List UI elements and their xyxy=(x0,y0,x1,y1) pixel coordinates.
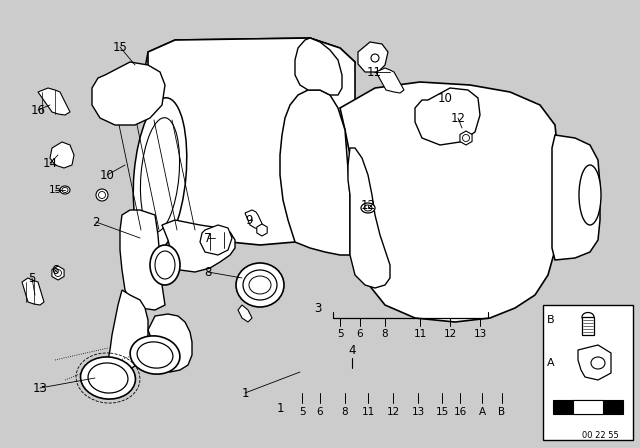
Polygon shape xyxy=(52,266,64,280)
Circle shape xyxy=(99,191,106,198)
Text: 15: 15 xyxy=(113,40,127,53)
Text: 10: 10 xyxy=(100,168,115,181)
Text: 6: 6 xyxy=(51,263,59,276)
Polygon shape xyxy=(376,68,404,93)
Text: 5: 5 xyxy=(337,329,343,339)
Text: 4: 4 xyxy=(348,344,356,357)
Ellipse shape xyxy=(361,203,375,213)
Polygon shape xyxy=(148,38,355,245)
Text: 00 22 55: 00 22 55 xyxy=(582,431,618,439)
Circle shape xyxy=(96,189,108,201)
Polygon shape xyxy=(145,38,355,95)
Ellipse shape xyxy=(591,357,605,369)
Text: 6: 6 xyxy=(317,407,323,417)
Text: 8: 8 xyxy=(204,266,212,279)
Polygon shape xyxy=(295,38,342,95)
Polygon shape xyxy=(553,400,623,414)
Polygon shape xyxy=(238,305,252,322)
Polygon shape xyxy=(582,317,594,335)
Polygon shape xyxy=(148,314,192,372)
Text: 8: 8 xyxy=(342,407,348,417)
Ellipse shape xyxy=(364,205,372,211)
Ellipse shape xyxy=(60,186,70,194)
Ellipse shape xyxy=(579,165,601,225)
Ellipse shape xyxy=(150,245,180,285)
Polygon shape xyxy=(573,400,603,414)
Polygon shape xyxy=(552,135,600,260)
Polygon shape xyxy=(92,62,165,125)
Ellipse shape xyxy=(371,54,379,62)
Text: 5: 5 xyxy=(299,407,305,417)
Polygon shape xyxy=(340,82,558,322)
Polygon shape xyxy=(280,90,350,255)
Polygon shape xyxy=(200,225,232,255)
Circle shape xyxy=(463,134,470,142)
Ellipse shape xyxy=(249,276,271,294)
Text: 11: 11 xyxy=(413,329,427,339)
Text: 1: 1 xyxy=(276,401,284,414)
Text: 11: 11 xyxy=(362,407,374,417)
Polygon shape xyxy=(162,220,235,272)
Text: 3: 3 xyxy=(314,302,322,314)
Ellipse shape xyxy=(140,118,180,233)
Ellipse shape xyxy=(133,98,187,252)
Text: 9: 9 xyxy=(245,214,253,227)
Text: 7: 7 xyxy=(204,232,212,245)
Text: B: B xyxy=(547,315,555,325)
Ellipse shape xyxy=(155,251,175,279)
Ellipse shape xyxy=(130,336,180,374)
Text: 16: 16 xyxy=(31,103,45,116)
Text: 12: 12 xyxy=(451,112,465,125)
Text: 6: 6 xyxy=(356,329,364,339)
Text: A: A xyxy=(479,407,486,417)
Polygon shape xyxy=(415,88,480,145)
Circle shape xyxy=(54,270,61,276)
Ellipse shape xyxy=(62,188,68,193)
Text: B: B xyxy=(499,407,506,417)
Ellipse shape xyxy=(582,313,594,322)
Text: 11: 11 xyxy=(367,65,381,78)
Polygon shape xyxy=(38,88,70,115)
Polygon shape xyxy=(358,42,388,72)
Text: 13: 13 xyxy=(474,329,486,339)
Ellipse shape xyxy=(243,270,277,300)
Text: 2: 2 xyxy=(92,215,100,228)
Polygon shape xyxy=(245,210,264,230)
FancyBboxPatch shape xyxy=(543,305,633,440)
Text: 16: 16 xyxy=(453,407,467,417)
FancyBboxPatch shape xyxy=(8,8,632,440)
Polygon shape xyxy=(108,290,148,370)
Text: 12: 12 xyxy=(387,407,399,417)
Text: A: A xyxy=(547,358,555,368)
Polygon shape xyxy=(348,148,390,288)
Text: 15: 15 xyxy=(435,407,449,417)
Polygon shape xyxy=(50,142,74,168)
Text: 12: 12 xyxy=(444,329,456,339)
Text: 12: 12 xyxy=(360,198,376,211)
Text: 13: 13 xyxy=(33,382,47,395)
Text: 5: 5 xyxy=(28,271,36,284)
Polygon shape xyxy=(578,345,611,380)
Ellipse shape xyxy=(88,363,128,393)
Polygon shape xyxy=(257,224,267,236)
Text: 10: 10 xyxy=(438,91,452,104)
Polygon shape xyxy=(22,278,44,305)
Text: 13: 13 xyxy=(412,407,424,417)
Ellipse shape xyxy=(236,263,284,307)
Polygon shape xyxy=(120,210,165,310)
Polygon shape xyxy=(460,131,472,145)
Text: 14: 14 xyxy=(42,156,58,169)
Text: 15: 15 xyxy=(49,185,61,195)
Ellipse shape xyxy=(137,342,173,368)
Text: 1: 1 xyxy=(241,387,249,400)
Ellipse shape xyxy=(81,357,136,399)
Text: 8: 8 xyxy=(381,329,388,339)
